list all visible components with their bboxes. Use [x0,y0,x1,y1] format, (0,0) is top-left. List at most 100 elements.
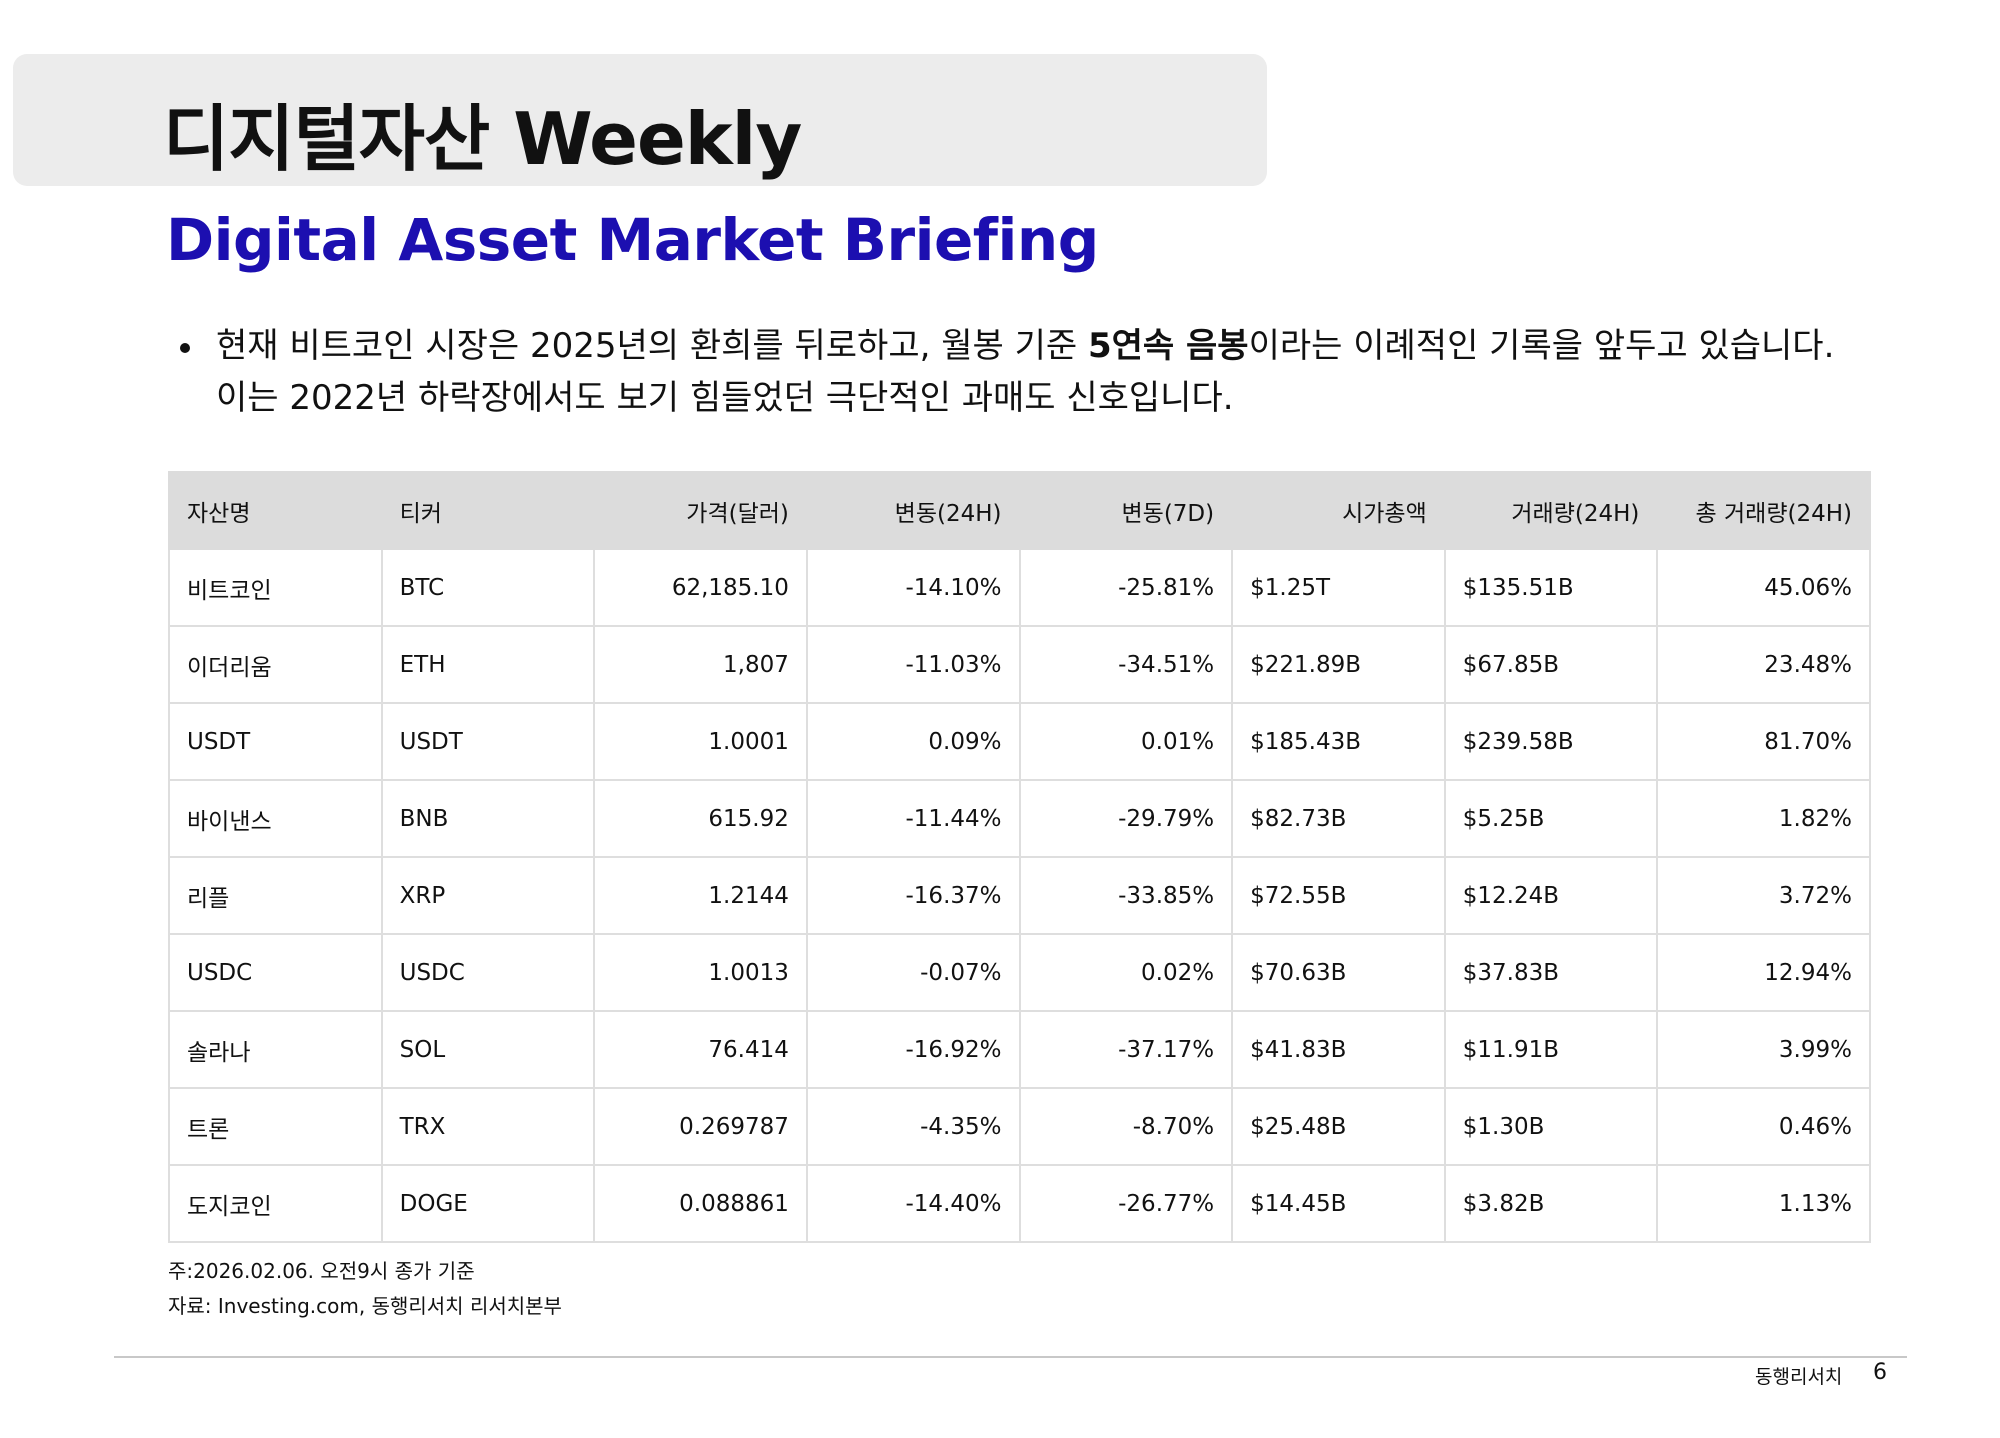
table-cell: USDC [380,933,596,1012]
table-cell: -11.44% [805,779,1021,858]
table-cell: $1.30B [1443,1087,1659,1166]
table-row: 리플 XRP 1.2144 -16.37% -33.85% $72.55B $12.24B 3… [168,856,1871,935]
table-cell: $11.91B [1443,1010,1659,1089]
table-cell: 솔라나 [168,1010,383,1089]
bullet-text: 현재 비트코인 시장은 2025년의 환희를 뒤로하고, 월봉 기준 [216,326,1088,366]
table-cell: 1.82% [1656,779,1871,858]
table-cell: 1.13% [1656,1164,1871,1243]
table-cell: 615.92 [593,779,808,858]
table-cell: $185.43B [1231,702,1446,781]
note: 자료: Investing.com, 동행리서치 리서치본부 [168,1294,562,1318]
table-cell: DOGE [380,1164,596,1243]
table-cell: $1.25T [1231,548,1446,627]
column-header: 총 거래량(24H) [1656,471,1871,550]
bullet: 현재 비트코인 시장은 2025년의 환희를 뒤로하고, 월봉 기준 5연속 음… [180,320,1860,424]
column-header: 시가총액 [1231,471,1446,550]
table-cell: -14.40% [805,1164,1021,1243]
table-cell: -34.51% [1018,625,1234,704]
table-cell: $72.55B [1231,856,1446,935]
column-header: 자산명 [168,471,383,550]
footer-rule [114,1356,1907,1358]
table-cell: -4.35% [805,1087,1021,1166]
table-cell: BTC [380,548,596,627]
market-table: 자산명 티커 가격(달러) 변동(24H) 변동(7D) 시가총액 거래량(24H) 총 거래… [168,471,1871,1243]
header-row: 자산명 티커 가격(달러) 변동(24H) 변동(7D) 시가총액 거래량(24H) 총 거래… [168,471,1871,550]
table-cell: 1.2144 [593,856,808,935]
table-cell: 비트코인 [168,548,383,627]
table-cell: 0.09% [805,702,1021,781]
table-cell: $41.83B [1231,1010,1446,1089]
table-cell: 62,185.10 [593,548,808,627]
table-row: USDC USDC 1.0013 -0.07% 0.02% $70.63B $37.83B 1… [168,933,1871,1012]
page-number: 6 [1873,1360,1887,1385]
table-row: 바이낸스 BNB 615.92 -11.44% -29.79% $82.73B $5.25B… [168,779,1871,858]
table-cell: $239.58B [1443,702,1659,781]
table-cell: 1.0001 [593,702,808,781]
table-cell: 3.99% [1656,1010,1871,1089]
table-cell: -29.79% [1018,779,1234,858]
table-row: 트론 TRX 0.269787 -4.35% -8.70% $25.48B $1.30B 0.… [168,1087,1871,1166]
table-cell: 45.06% [1656,548,1871,627]
footer-brand: 동행리서치 [1755,1366,1843,1388]
column-header: 변동(24H) [805,471,1021,550]
table-cell: -0.07% [805,933,1021,1012]
table-row: 이더리움 ETH 1,807 -11.03% -34.51% $221.89B $67.85… [168,625,1871,704]
table-cell: $25.48B [1231,1087,1446,1166]
table-cell: -33.85% [1018,856,1234,935]
column-header: 변동(7D) [1018,471,1234,550]
table-cell: XRP [380,856,596,935]
table-cell: $135.51B [1443,548,1659,627]
column-header: 티커 [380,471,596,550]
table-cell: 이더리움 [168,625,383,704]
column-header: 거래량(24H) [1443,471,1659,550]
table-cell: SOL [380,1010,596,1089]
table-cell: 3.72% [1656,856,1871,935]
table-cell: -16.37% [805,856,1021,935]
table-row: 솔라나 SOL 76.414 -16.92% -37.17% $41.83B $11.91B… [168,1010,1871,1089]
table-cell: BNB [380,779,596,858]
table-cell: 81.70% [1656,702,1871,781]
table-cell: $14.45B [1231,1164,1446,1243]
table-cell: 0.01% [1018,702,1234,781]
table-row: 도지코인 DOGE 0.088861 -14.40% -26.77% $14.45B $3.… [168,1164,1871,1243]
table-cell: 1,807 [593,625,808,704]
table-cell: -11.03% [805,625,1021,704]
table-cell: -16.92% [805,1010,1021,1089]
table-cell: $5.25B [1443,779,1659,858]
table-cell: USDT [380,702,596,781]
table-row: USDT USDT 1.0001 0.09% 0.01% $185.43B $239.58B… [168,702,1871,781]
table-cell: 0.269787 [593,1087,808,1166]
table-cell: -37.17% [1018,1010,1234,1089]
table-cell: $12.24B [1443,856,1659,935]
table-cell: 0.088861 [593,1164,808,1243]
bullet-text: 이라는 이례적인 기록을 앞두고 있습니다. 이는 2022년 하락장에서도 보… [216,326,1835,418]
table-cell: USDT [168,702,383,781]
table-cell: $70.63B [1231,933,1446,1012]
table-cell: -26.77% [1018,1164,1234,1243]
table-body: 비트코인 BTC 62,185.10 -14.10% -25.81% $1.25T $135… [168,548,1871,1243]
table-cell: 0.02% [1018,933,1234,1012]
table-cell: 76.414 [593,1010,808,1089]
table-cell: 1.0013 [593,933,808,1012]
table-cell: 바이낸스 [168,779,383,858]
table-cell: -14.10% [805,548,1021,627]
note: 주:2026.02.06. 오전9시 종가 기준 [168,1259,475,1283]
table-cell: 12.94% [1656,933,1871,1012]
column-header: 가격(달러) [593,471,808,550]
table-cell: 0.46% [1656,1087,1871,1166]
table-cell: 23.48% [1656,625,1871,704]
table-cell: ETH [380,625,596,704]
table-cell: USDC [168,933,383,1012]
table-row: 비트코인 BTC 62,185.10 -14.10% -25.81% $1.25T $135… [168,548,1871,627]
table-cell: $82.73B [1231,779,1446,858]
table-cell: $221.89B [1231,625,1446,704]
bullet-bold: 5연속 음봉 [1087,326,1249,366]
table-cell: $67.85B [1443,625,1659,704]
table-cell: -25.81% [1018,548,1234,627]
title: 디지털자산 Weekly [163,97,802,181]
table-cell: -8.70% [1018,1087,1234,1166]
table-cell: 도지코인 [168,1164,383,1243]
subtitle: Digital Asset Market Briefing [166,206,1099,274]
title-box [13,54,1267,186]
